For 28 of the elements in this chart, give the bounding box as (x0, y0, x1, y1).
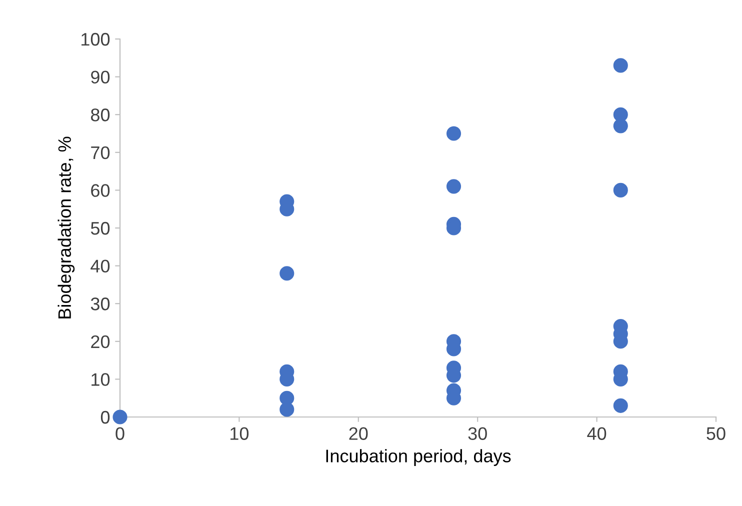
y-tick-label: 0 (100, 410, 110, 424)
x-tick-label: 30 (468, 427, 487, 440)
y-tick-label: 70 (91, 146, 110, 160)
x-tick-label: 50 (706, 427, 726, 440)
y-tick-label: 40 (90, 260, 110, 273)
y-tick-label: 20 (91, 335, 110, 348)
point (112, 410, 128, 424)
y-tick-label: 80 (90, 108, 110, 122)
point (280, 266, 294, 281)
x-axis-title: Incubation period, days (326, 449, 511, 466)
point (613, 58, 628, 73)
y-tick-label: 100 (82, 32, 110, 46)
y-axis-title: Biodegradation rate, % (58, 136, 75, 318)
y-tick-label: 90 (91, 70, 110, 84)
y-tick-label: 60 (91, 184, 110, 197)
x-tick-label: 40 (587, 427, 606, 440)
y-tick-label: 10 (92, 373, 110, 386)
y-tick-label: 30 (90, 298, 110, 310)
point (446, 126, 462, 141)
y-tick-label: 50 (90, 222, 110, 235)
x-tick-label: 10 (230, 427, 249, 440)
x-tick-label: 20 (349, 427, 368, 440)
x-tick-label: 0 (116, 427, 124, 440)
point (613, 398, 628, 413)
point (613, 182, 628, 198)
point (280, 402, 294, 417)
point (446, 179, 462, 194)
point (613, 118, 628, 134)
